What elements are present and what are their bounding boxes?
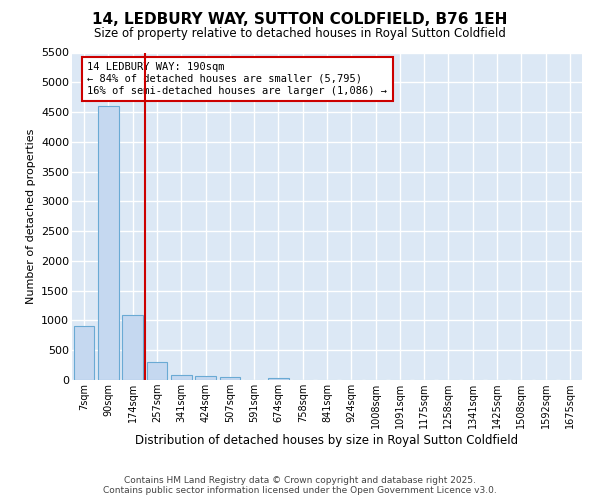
X-axis label: Distribution of detached houses by size in Royal Sutton Coldfield: Distribution of detached houses by size … [136,434,518,447]
Text: 14 LEDBURY WAY: 190sqm
← 84% of detached houses are smaller (5,795)
16% of semi-: 14 LEDBURY WAY: 190sqm ← 84% of detached… [88,62,388,96]
Bar [74,326,94,380]
Text: Size of property relative to detached houses in Royal Sutton Coldfield: Size of property relative to detached ho… [94,28,506,40]
Bar [268,378,289,380]
Bar [98,106,119,380]
Bar [171,375,191,380]
Text: 14, LEDBURY WAY, SUTTON COLDFIELD, B76 1EH: 14, LEDBURY WAY, SUTTON COLDFIELD, B76 1… [92,12,508,28]
Bar [220,377,240,380]
Y-axis label: Number of detached properties: Number of detached properties [26,128,35,304]
Bar [122,314,143,380]
Text: Contains HM Land Registry data © Crown copyright and database right 2025.
Contai: Contains HM Land Registry data © Crown c… [103,476,497,495]
Bar [146,362,167,380]
Bar [195,376,216,380]
